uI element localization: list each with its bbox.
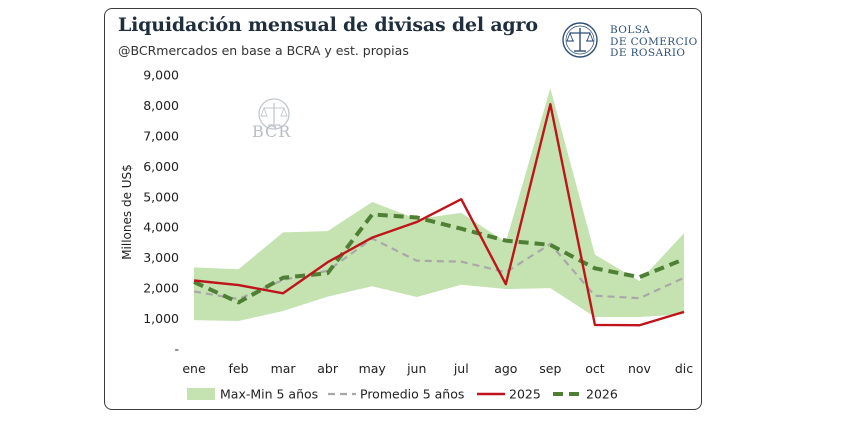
- legend-label-promedio-5-a-os: Promedio 5 años: [360, 387, 464, 402]
- x-tick-label: abr: [317, 361, 339, 376]
- y-tick-label: 1,000: [143, 311, 179, 326]
- y-tick-label: 3,000: [143, 250, 179, 265]
- band-max-min: [194, 88, 684, 321]
- chart-title: Liquidación mensual de divisas del agro: [118, 14, 538, 36]
- y-tick-label: 9,000: [143, 68, 179, 83]
- legend-label-2026: 2026: [586, 387, 618, 402]
- watermark-text: BCR: [252, 122, 292, 141]
- x-tick-label: jun: [406, 361, 426, 376]
- x-tick-label: ene: [182, 361, 206, 376]
- x-tick-label: feb: [229, 361, 249, 376]
- logo-line-3: DE ROSARIO: [610, 47, 686, 59]
- x-tick-label: may: [359, 361, 387, 376]
- logo-line-1: BOLSA: [610, 24, 651, 36]
- y-tick-label: 6,000: [143, 159, 179, 174]
- x-tick-label: ago: [494, 361, 517, 376]
- chart-subtitle: @BCRmercados en base a BCRA y est. propi…: [118, 43, 409, 58]
- y-axis-label: Millones de US$: [120, 164, 134, 260]
- scales-of-justice-icon: [562, 22, 598, 58]
- y-tick-label: 7,000: [143, 128, 179, 143]
- legend: Max-Min 5 años Promedio 5 años 2025 2026: [187, 387, 618, 402]
- y-tick-label: 5,000: [143, 189, 179, 204]
- y-tick-label: 2,000: [143, 281, 179, 296]
- chart-card: [104, 8, 702, 410]
- x-tick-label: oct: [585, 361, 605, 376]
- plot-area: - 1,000 2,000 3,000 4,000 5,000 6,000 7,000 8,00…: [120, 68, 693, 377]
- series-line-promedio-5-a-os: [193, 237, 685, 301]
- legend-swatch-band: [187, 388, 215, 400]
- y-tick-label: -: [174, 342, 179, 357]
- series-line-2026: [193, 212, 685, 305]
- x-tick-label: nov: [628, 361, 652, 376]
- legend-label-2025: 2025: [509, 387, 541, 402]
- logo-wordmark: BOLSA DE COMERCIO DE ROSARIO: [610, 24, 698, 60]
- logo-line-2: DE COMERCIO: [610, 35, 698, 48]
- legend-label-band: Max-Min 5 años: [220, 387, 318, 402]
- x-tick-label: mar: [271, 361, 297, 376]
- y-tick-label: 8,000: [143, 98, 179, 113]
- x-tick-label: sep: [539, 361, 561, 376]
- y-tick-label: 4,000: [143, 220, 179, 235]
- x-tick-label: dic: [675, 361, 693, 376]
- watermark-scales-icon: [258, 98, 290, 130]
- series-line-2025: [193, 103, 685, 327]
- x-tick-label: jul: [453, 361, 469, 376]
